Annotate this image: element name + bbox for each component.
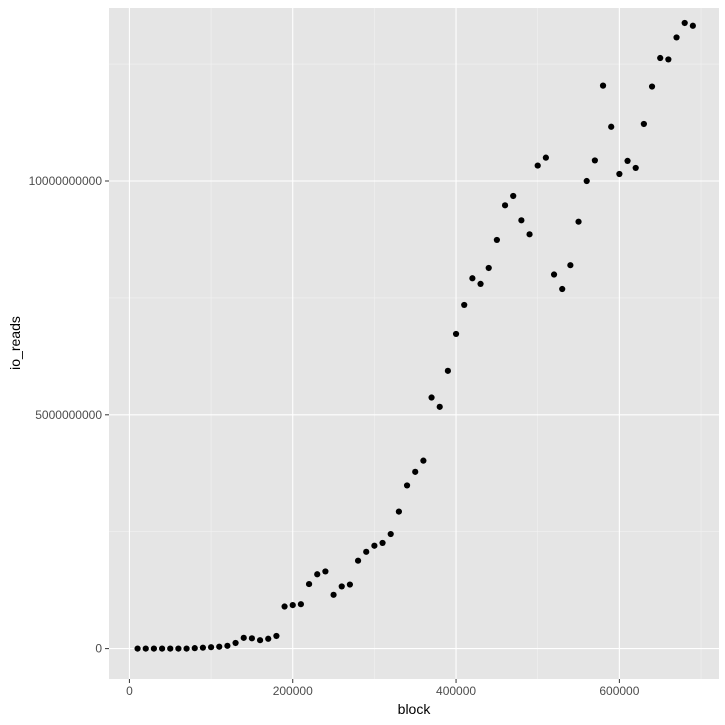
data-point (534, 162, 541, 169)
data-point (207, 644, 215, 651)
data-point (273, 632, 280, 640)
data-point (477, 280, 484, 287)
data-point (461, 301, 468, 309)
data-point (403, 482, 411, 489)
data-point (314, 571, 321, 578)
y-axis-ticks: 0 5000000000 10000000000 (29, 174, 109, 656)
data-point (305, 580, 313, 588)
data-point (608, 123, 615, 130)
data-point (575, 218, 582, 225)
data-point (689, 22, 696, 29)
data-point (420, 457, 427, 464)
data-point (338, 583, 345, 590)
data-point (428, 394, 435, 401)
data-point (199, 644, 207, 651)
data-point (673, 34, 680, 41)
data-points (134, 19, 696, 652)
data-point (550, 271, 558, 278)
x-tick-label: 600000 (599, 684, 639, 698)
data-point (265, 635, 272, 642)
y-axis-title: io_reads (7, 316, 23, 370)
data-point (559, 285, 566, 293)
data-point (452, 330, 460, 338)
y-tick-label: 10000000000 (29, 174, 103, 188)
data-point (281, 603, 288, 610)
data-point (469, 275, 476, 282)
data-point (224, 642, 231, 649)
data-point (232, 639, 239, 647)
data-point (363, 548, 370, 555)
x-tick-label: 0 (126, 684, 133, 698)
data-point (616, 170, 623, 178)
y-tick-label: 5000000000 (35, 408, 102, 422)
data-point (346, 581, 353, 588)
data-point (526, 231, 533, 238)
data-point (289, 602, 296, 609)
data-point (501, 202, 509, 209)
data-point (191, 645, 198, 652)
data-point (485, 264, 492, 272)
x-axis-title: block (398, 701, 432, 717)
data-point (583, 177, 590, 185)
data-point (444, 367, 451, 374)
data-point (640, 120, 647, 128)
minor-gridlines (109, 8, 719, 679)
data-point (256, 637, 264, 644)
x-tick-label: 200000 (273, 684, 313, 698)
data-point (648, 83, 656, 90)
data-point (567, 262, 574, 269)
data-point (632, 164, 639, 172)
data-point (371, 542, 378, 549)
data-point (665, 56, 672, 63)
data-point (510, 192, 517, 200)
data-point (142, 645, 149, 652)
data-point (624, 157, 631, 165)
data-point (183, 645, 190, 652)
data-point (518, 217, 525, 224)
data-point (330, 591, 337, 598)
data-point (248, 635, 256, 642)
data-point (150, 645, 158, 652)
y-tick-label: 0 (95, 642, 102, 656)
data-point (134, 645, 141, 652)
data-point (175, 645, 182, 652)
x-tick-label: 400000 (436, 684, 476, 698)
data-point (599, 82, 607, 89)
data-point (412, 468, 419, 475)
data-point (322, 568, 329, 575)
data-point (354, 557, 362, 564)
data-point (158, 645, 166, 652)
data-point (681, 19, 688, 27)
data-point (493, 236, 500, 244)
data-point (387, 530, 394, 538)
data-point (379, 539, 386, 547)
data-point (297, 601, 305, 608)
data-point (216, 643, 223, 650)
x-axis-ticks: 0 200000 400000 600000 (126, 679, 640, 698)
data-point (240, 634, 247, 641)
data-point (542, 154, 549, 161)
data-point (167, 645, 174, 652)
data-point (395, 508, 402, 515)
data-point (591, 157, 598, 164)
plot-panel (109, 8, 719, 679)
data-point (657, 54, 664, 62)
data-point (436, 403, 443, 410)
